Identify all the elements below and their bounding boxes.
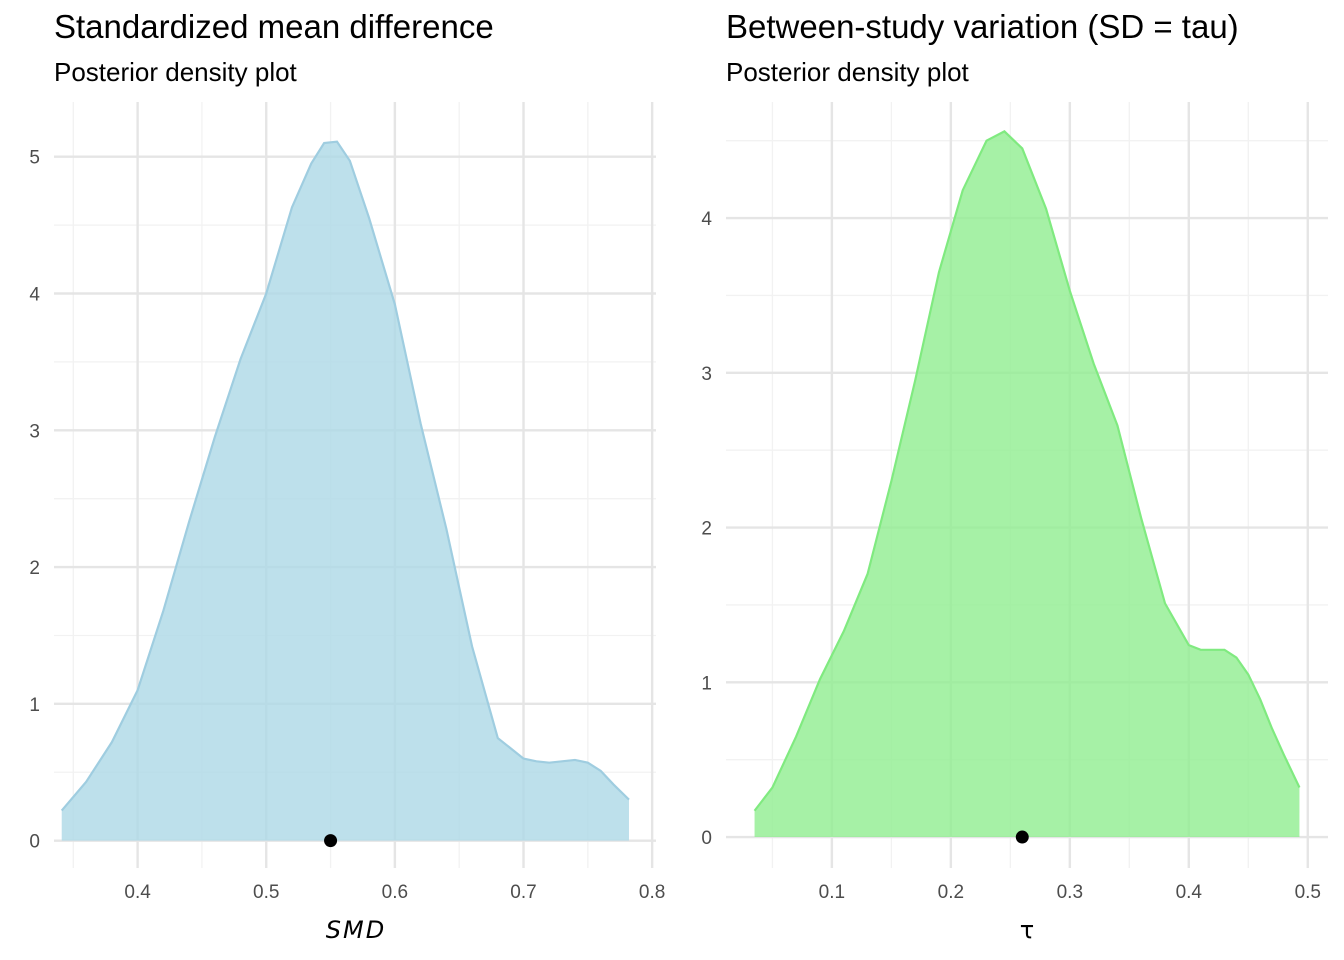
tau-density-plot: 0.1 0.2 0.3 0.4 0.5 0 1 2 3 4 τ <box>701 102 1328 944</box>
smd-panel: Standardized mean difference Posterior d… <box>29 8 665 944</box>
x-tick-label: 0.5 <box>253 882 279 903</box>
x-tick-label: 0.5 <box>1295 882 1321 903</box>
y-tick-label: 0 <box>29 832 40 853</box>
x-tick-label: 0.1 <box>819 882 845 903</box>
y-tick-label: 2 <box>701 519 712 540</box>
x-axis-label: SMD <box>326 916 386 944</box>
x-tick-label: 0.4 <box>1176 882 1203 903</box>
density-area <box>754 131 1300 838</box>
x-tick-label: 0.6 <box>382 882 408 903</box>
x-tick-label: 0.4 <box>124 882 151 903</box>
y-tick-label: 0 <box>701 828 712 849</box>
y-tick-label: 3 <box>701 364 712 385</box>
x-tick-label: 0.3 <box>1057 882 1083 903</box>
smd-density-plot: 0.4 0.5 0.6 0.7 0.8 0 1 2 3 4 5 SMD <box>29 102 665 944</box>
point-estimate <box>1015 830 1029 844</box>
density-line <box>753 130 1301 812</box>
y-tick-label: 1 <box>701 673 712 694</box>
chart-title: Standardized mean difference <box>54 8 494 45</box>
y-tick-label: 4 <box>29 285 40 306</box>
chart-title: Between-study variation (SD = tau) <box>726 8 1239 45</box>
x-tick-label: 0.2 <box>938 882 964 903</box>
y-tick-label: 5 <box>29 148 40 169</box>
x-tick-label: 0.8 <box>639 882 665 903</box>
tau-panel: Between-study variation (SD = tau) Poste… <box>672 0 1344 960</box>
point-estimate <box>324 834 338 848</box>
chart-subtitle: Posterior density plot <box>54 57 297 87</box>
density-line <box>60 140 630 812</box>
y-tick-label: 4 <box>701 209 712 230</box>
x-axis-label: τ <box>1020 916 1034 944</box>
y-tick-label: 1 <box>29 695 40 716</box>
density-area <box>61 141 629 841</box>
chart-subtitle: Posterior density plot <box>726 57 969 87</box>
y-tick-label: 2 <box>29 558 40 579</box>
x-tick-label: 0.7 <box>510 882 536 903</box>
y-tick-label: 3 <box>29 421 40 442</box>
